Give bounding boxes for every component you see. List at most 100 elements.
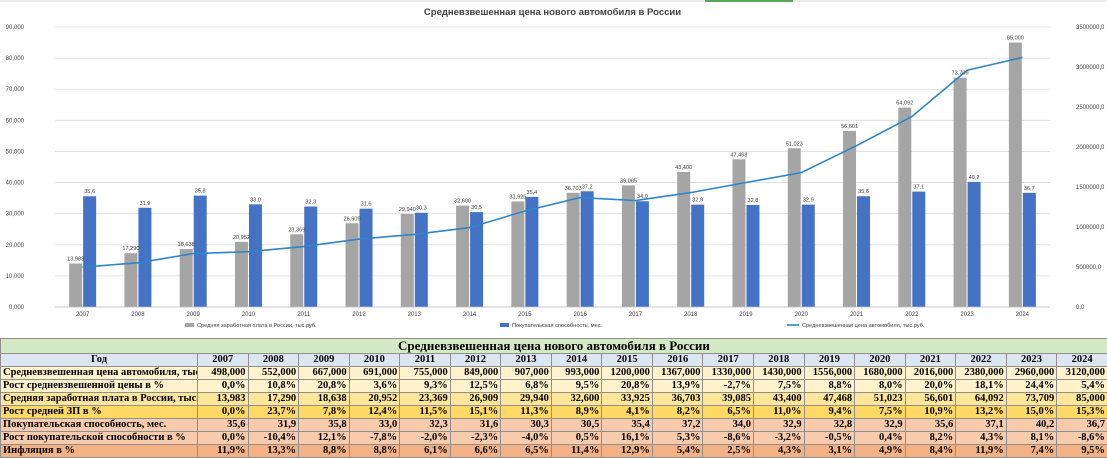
data-label-salary: 51,023 [786, 141, 803, 147]
value-cell: 32,3 [400, 419, 451, 432]
value-cell: 12,9% [602, 445, 653, 458]
value-cell: 23,369 [400, 393, 451, 406]
value-cell: 8,4% [905, 445, 956, 458]
bar-purchasing-power [83, 196, 96, 307]
data-label-salary: 36,703 [565, 186, 582, 192]
value-cell: 47,468 [804, 393, 855, 406]
data-label-purchasing-power: 32,8 [748, 198, 759, 204]
x-tick-label: 2019 [739, 312, 753, 318]
x-tick-label: 2022 [905, 312, 919, 318]
y-left-tick-label: 20,000 [6, 243, 25, 249]
bar-purchasing-power [525, 197, 538, 307]
y-right-tick-label: 3500000,0 [1076, 25, 1105, 31]
value-cell: 3,6% [349, 380, 400, 393]
x-tick-label: 2018 [684, 312, 698, 318]
data-label-purchasing-power: 34,0 [637, 194, 648, 200]
year-header-cell: 2012 [450, 354, 501, 367]
y-left-tick-label: 60,000 [6, 118, 25, 124]
bar-salary [954, 78, 967, 307]
year-header-cell: 2013 [501, 354, 552, 367]
value-cell: 7,5% [855, 406, 906, 419]
data-label-purchasing-power: 37,1 [913, 185, 924, 191]
value-cell: 10,8% [248, 380, 299, 393]
year-header-cell: 2007 [198, 354, 249, 367]
table-title-row: Средневзвешенная цена нового автомобиля … [1, 339, 1107, 354]
data-label-salary: 85,000 [1007, 36, 1024, 42]
combo-chart: Средневзвешенная цена нового автомобиля … [0, 0, 1107, 338]
value-cell: 30,3 [501, 419, 552, 432]
value-cell: -0,5% [804, 432, 855, 445]
value-cell: 3120,000 [1057, 367, 1107, 380]
y-left-tick-label: 50,000 [6, 149, 25, 155]
header-label-cell: Год [1, 354, 198, 367]
x-tick-label: 2024 [1016, 312, 1030, 318]
value-cell: 18,638 [299, 393, 350, 406]
value-cell: -10,4% [248, 432, 299, 445]
bar-purchasing-power [415, 213, 428, 307]
value-cell: 17,290 [248, 393, 299, 406]
value-cell: 35,6 [198, 419, 249, 432]
value-cell: 8,0% [855, 380, 906, 393]
data-label-salary: 23,369 [288, 227, 305, 233]
year-header-cell: 2024 [1057, 354, 1107, 367]
year-header-cell: 2018 [754, 354, 805, 367]
data-label-salary: 39,085 [620, 178, 637, 184]
table-row: Рост средневзвешенной цены в %0,0%10,8%2… [1, 380, 1107, 393]
year-header-cell: 2008 [248, 354, 299, 367]
legend-swatch-purchasing-power [500, 323, 509, 327]
bar-salary [732, 159, 745, 307]
value-cell: 2016,000 [905, 367, 956, 380]
value-cell: 8,2% [652, 406, 703, 419]
value-cell: 40,2 [1006, 419, 1057, 432]
bar-purchasing-power [581, 191, 594, 307]
y-left-tick-label: 0,000 [9, 305, 25, 311]
data-label-salary: 20,952 [233, 235, 250, 241]
value-cell: 20,952 [349, 393, 400, 406]
value-cell: 9,5% [1057, 445, 1107, 458]
value-cell: 8,9% [551, 406, 602, 419]
value-cell: 5,4% [1057, 380, 1107, 393]
data-label-purchasing-power: 35,8 [195, 189, 206, 195]
value-cell: 0,0% [198, 406, 249, 419]
bar-salary [511, 201, 524, 307]
value-cell: 8,8% [299, 445, 350, 458]
value-cell: -8,6% [1057, 432, 1107, 445]
bar-purchasing-power [802, 205, 815, 307]
value-cell: 10,9% [905, 406, 956, 419]
y-right-tick-label: 2000000,0 [1076, 145, 1105, 151]
data-label-salary: 18,638 [178, 242, 195, 248]
data-label-purchasing-power: 30,5 [471, 205, 482, 211]
value-cell: 0,0% [198, 380, 249, 393]
data-label-salary: 73,709 [952, 71, 969, 77]
y-right-tick-label: 0,0 [1076, 305, 1085, 311]
value-cell: 8,8% [804, 380, 855, 393]
row-label-cell: Инфляция в % [1, 445, 198, 458]
row-label-cell: Рост средней ЗП в % [1, 406, 198, 419]
bar-salary [843, 131, 856, 307]
value-cell: 755,000 [400, 367, 451, 380]
value-cell: 20,8% [602, 380, 653, 393]
value-cell: 11,5% [400, 406, 451, 419]
y-right-tick-label: 1000000,0 [1076, 225, 1105, 231]
value-cell: 11,3% [501, 406, 552, 419]
value-cell: 13,983 [198, 393, 249, 406]
value-cell: 33,925 [602, 393, 653, 406]
value-cell: -4,0% [501, 432, 552, 445]
chart-title: Средневзвешенная цена нового автомобиля … [424, 7, 681, 18]
row-label-cell: Рост покупательской способности в % [1, 432, 198, 445]
value-cell: 33,0 [349, 419, 400, 432]
data-label-purchasing-power: 32,9 [692, 198, 703, 204]
year-header-cell: 2011 [400, 354, 451, 367]
value-cell: 56,601 [905, 393, 956, 406]
data-label-salary: 56,601 [841, 124, 858, 130]
table-row: Рост средней ЗП в %0,0%23,7%7,8%12,4%11,… [1, 406, 1107, 419]
y-right-tick-label: 3000000,0 [1076, 65, 1105, 71]
value-cell: 32,9 [855, 419, 906, 432]
value-cell: 43,400 [754, 393, 805, 406]
legend-label-salary: Средняя заработная плата в России, тыс.р… [197, 323, 317, 329]
y-left-tick-label: 70,000 [6, 87, 25, 93]
value-cell: 23,7% [248, 406, 299, 419]
data-label-salary: 13,983 [67, 256, 84, 262]
